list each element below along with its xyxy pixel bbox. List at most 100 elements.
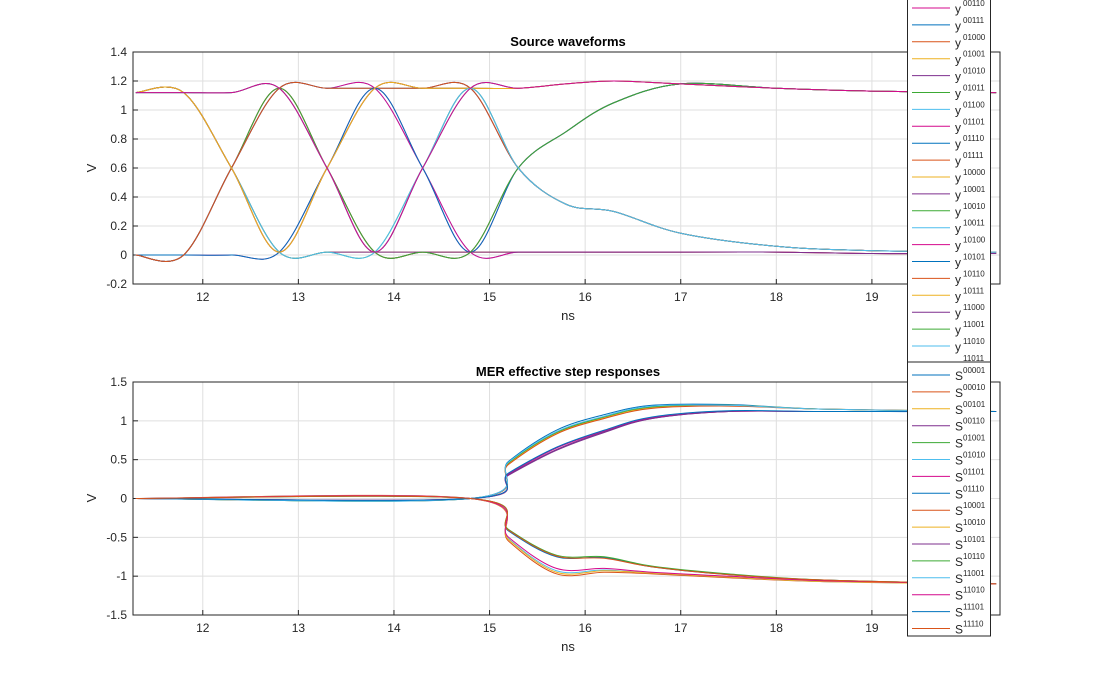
y-tick-label: 0.2 [110, 219, 127, 233]
legend-item[interactable]: y 10001 [912, 185, 986, 202]
legend-prefix: y [955, 289, 961, 303]
series-line-y11011 [135, 80, 997, 253]
legend-label: 01111 [963, 151, 984, 160]
legend-label: 11110 [963, 620, 984, 629]
x-tick-label: 12 [196, 621, 210, 635]
legend-item[interactable]: y 11000 [912, 303, 985, 320]
legend-item[interactable]: y 10101 [912, 253, 986, 270]
legend-prefix: S [955, 504, 963, 518]
legend-prefix: S [955, 386, 963, 400]
legend-item[interactable]: y 00111 [912, 16, 985, 33]
y-tick-label: 0.4 [110, 190, 127, 204]
legend-label: 10011 [963, 219, 985, 228]
legend-prefix: y [955, 222, 961, 236]
y-tick-label: 0.6 [110, 161, 127, 175]
y-tick-label: 0.5 [110, 453, 127, 467]
legend-label: 01100 [963, 100, 985, 109]
legend-label: 00001 [963, 366, 986, 375]
legend-label: 11011 [963, 354, 985, 363]
legend-label: 10101 [963, 535, 986, 544]
legend-item[interactable]: y 01011 [912, 84, 985, 101]
legend-item[interactable]: y 11001 [912, 320, 985, 337]
legend-item[interactable]: y 01010 [912, 67, 986, 84]
x-tick-label: 18 [770, 290, 784, 304]
legend-item[interactable]: S 01101 [912, 467, 985, 484]
legend-label: 01101 [963, 117, 985, 126]
legend-prefix: y [955, 154, 961, 168]
x-tick-label: 14 [387, 621, 401, 635]
x-tick-label: 15 [483, 621, 497, 635]
legend-item[interactable]: y 10000 [912, 168, 986, 185]
legend-prefix: y [955, 256, 961, 270]
legend-item[interactable]: y 10100 [912, 236, 986, 253]
legend-label: 01001 [963, 50, 986, 59]
legend-item[interactable]: S 11001 [912, 569, 985, 586]
legend-label: 01110 [963, 484, 985, 493]
legend-prefix: S [955, 623, 963, 637]
legend-item[interactable]: y 10010 [912, 202, 986, 219]
legend-prefix: S [955, 369, 963, 383]
legend-item[interactable]: S 11010 [912, 586, 985, 603]
legend-item[interactable]: S 00010 [912, 383, 986, 400]
x-tick-label: 16 [578, 290, 592, 304]
legend-item[interactable]: y 00110 [912, 0, 985, 16]
legend-item[interactable]: y 01110 [912, 134, 985, 151]
chart-title: MER effective step responses [476, 364, 660, 379]
x-tick-label: 13 [292, 621, 306, 635]
x-tick-label: 17 [674, 290, 688, 304]
legend-item[interactable]: S 10110 [912, 552, 985, 569]
legend-item[interactable]: y 01101 [912, 117, 985, 134]
legend-item[interactable]: S 01001 [912, 434, 986, 451]
axes-box [132, 51, 1001, 285]
x-tick-label: 19 [865, 290, 879, 304]
y-tick-label: 0 [120, 248, 127, 262]
x-tick-label: 13 [292, 290, 306, 304]
legend-item[interactable]: S 11101 [912, 603, 985, 620]
legend-prefix: y [955, 137, 961, 151]
legend-box [907, 361, 991, 637]
legend-item[interactable]: S 11110 [912, 620, 984, 637]
legend-item[interactable]: S 10001 [912, 501, 986, 518]
legend-prefix: S [955, 403, 963, 417]
legend-item[interactable]: y 10110 [912, 269, 985, 286]
y-tick-label: -1 [116, 569, 127, 583]
legend-item[interactable]: y 10011 [912, 219, 985, 236]
legend-prefix: S [955, 606, 963, 620]
legend-prefix: y [955, 323, 961, 337]
legend-item[interactable]: y 01000 [912, 33, 986, 50]
legend-label: 01011 [963, 84, 985, 93]
legend-label: 10110 [963, 552, 985, 561]
y-tick-label: 1.5 [110, 375, 127, 389]
legend-label: 01010 [963, 451, 986, 460]
legend-item[interactable]: y 11010 [912, 337, 985, 354]
y-tick-label: 1 [120, 414, 127, 428]
x-tick-label: 17 [674, 621, 688, 635]
legend-prefix: S [955, 589, 963, 603]
legend-item[interactable]: y 10111 [912, 286, 985, 303]
legend-box [907, 0, 991, 363]
legend-item[interactable]: S 10010 [912, 518, 986, 535]
legend-item[interactable]: S 01010 [912, 451, 986, 468]
legend-item[interactable]: S 01110 [912, 484, 985, 501]
legend-item[interactable]: S 10101 [912, 535, 986, 552]
legend-prefix: S [955, 555, 963, 569]
y-tick-label: 0.8 [110, 132, 127, 146]
legend-item[interactable]: S 00001 [912, 366, 986, 383]
legend-label: 01000 [963, 33, 986, 42]
legend-prefix: S [955, 487, 963, 501]
legend-label: 00101 [963, 400, 986, 409]
legend-item[interactable]: y 01111 [912, 151, 984, 168]
legend-label: 10100 [963, 236, 986, 245]
legend-item[interactable]: y 01001 [912, 50, 986, 67]
x-tick-label: 16 [578, 621, 592, 635]
legend-prefix: S [955, 437, 963, 451]
legend-label: 10110 [963, 269, 985, 278]
legend-item[interactable]: y 01100 [912, 100, 985, 117]
legend-label: 10010 [963, 518, 986, 527]
legend-item[interactable]: S 00110 [912, 417, 985, 434]
source-waveforms-axes: Source waveforms ns V 12 13 14 15 16 17 18 19 -0… [84, 0, 1001, 371]
legend-item[interactable]: S 00101 [912, 400, 986, 417]
